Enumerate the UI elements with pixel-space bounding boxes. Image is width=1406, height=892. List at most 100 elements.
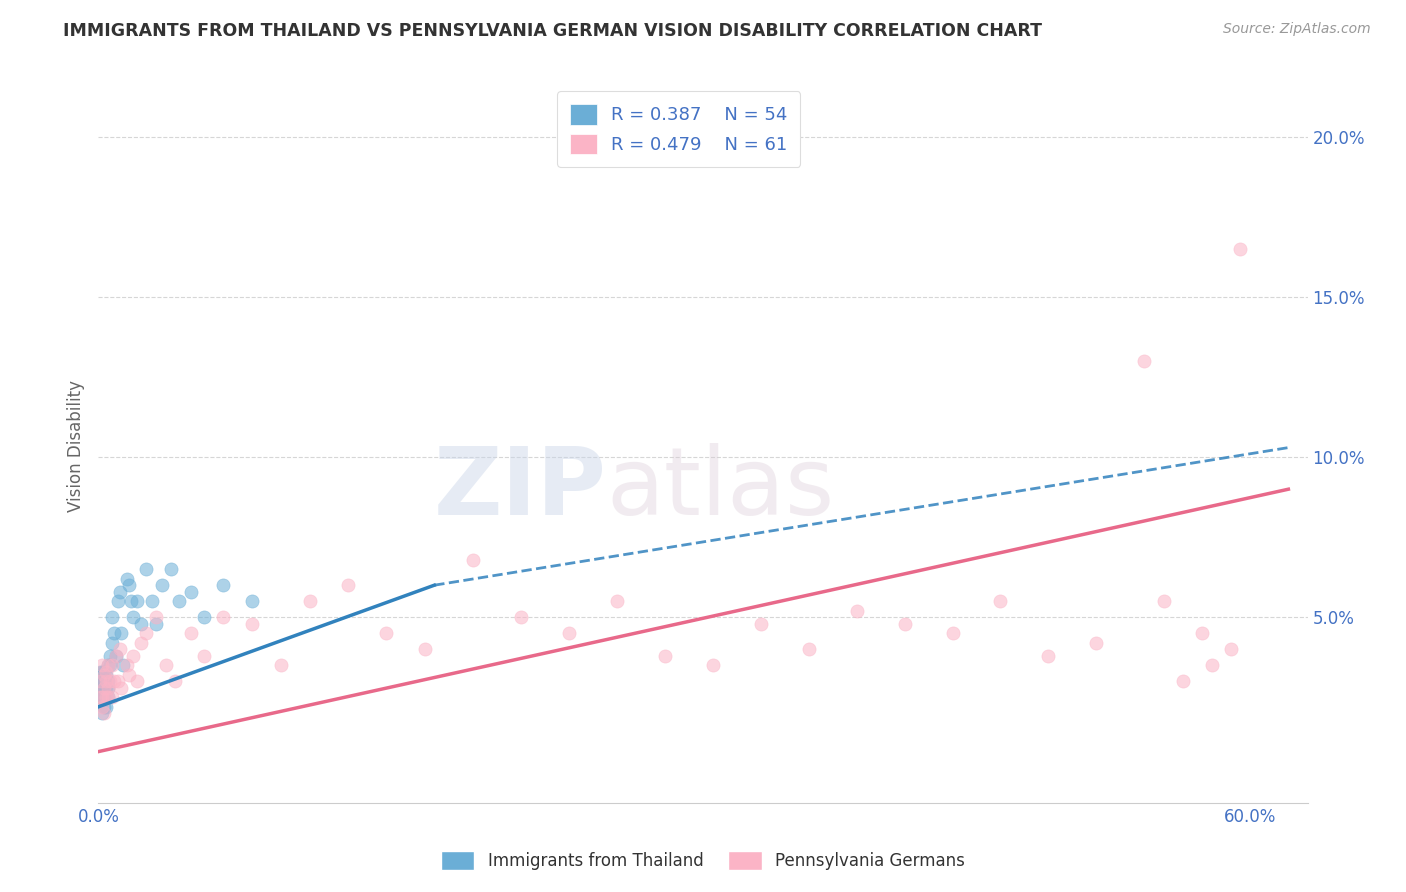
Text: atlas: atlas bbox=[606, 442, 835, 535]
Point bbox=[129, 616, 152, 631]
Point bbox=[193, 648, 215, 663]
Point bbox=[212, 610, 235, 624]
Point bbox=[91, 690, 114, 705]
Text: IMMIGRANTS FROM THAILAND VS PENNSYLVANIA GERMAN VISION DISABILITY CORRELATION CH: IMMIGRANTS FROM THAILAND VS PENNSYLVANIA… bbox=[63, 22, 1042, 40]
Point bbox=[509, 610, 531, 624]
Point bbox=[702, 658, 724, 673]
Point bbox=[91, 658, 114, 673]
Point bbox=[461, 552, 484, 566]
Point bbox=[110, 681, 132, 695]
Point bbox=[107, 594, 129, 608]
Point bbox=[93, 674, 115, 689]
Point bbox=[1153, 594, 1175, 608]
Point bbox=[941, 626, 963, 640]
Point bbox=[990, 594, 1012, 608]
Point bbox=[101, 690, 124, 705]
Point bbox=[89, 681, 111, 695]
Point bbox=[135, 562, 157, 576]
Point bbox=[155, 658, 177, 673]
Point bbox=[797, 642, 820, 657]
Point bbox=[270, 658, 292, 673]
Point bbox=[193, 610, 215, 624]
Point bbox=[91, 706, 114, 721]
Point bbox=[101, 658, 124, 673]
Point bbox=[94, 674, 117, 689]
Point bbox=[89, 674, 111, 689]
Point bbox=[97, 658, 120, 673]
Point bbox=[91, 690, 114, 705]
Point bbox=[91, 690, 114, 705]
Point bbox=[1085, 636, 1108, 650]
Point bbox=[101, 610, 124, 624]
Point bbox=[91, 674, 114, 689]
Point bbox=[98, 648, 121, 663]
Point bbox=[145, 616, 167, 631]
Point bbox=[97, 681, 120, 695]
Point bbox=[413, 642, 436, 657]
Point bbox=[94, 690, 117, 705]
Point bbox=[150, 578, 173, 592]
Point bbox=[122, 610, 145, 624]
Point bbox=[94, 699, 117, 714]
Point bbox=[103, 674, 125, 689]
Point bbox=[93, 681, 115, 695]
Point bbox=[893, 616, 915, 631]
Point bbox=[94, 674, 117, 689]
Point bbox=[120, 594, 142, 608]
Point bbox=[104, 648, 127, 663]
Point bbox=[97, 690, 120, 705]
Point bbox=[167, 594, 190, 608]
Point bbox=[118, 668, 141, 682]
Legend: R = 0.387    N = 54, R = 0.479    N = 61: R = 0.387 N = 54, R = 0.479 N = 61 bbox=[557, 91, 800, 167]
Point bbox=[103, 626, 125, 640]
Point bbox=[93, 681, 115, 695]
Point bbox=[112, 658, 135, 673]
Point bbox=[91, 681, 114, 695]
Point bbox=[94, 681, 117, 695]
Point bbox=[606, 594, 628, 608]
Point bbox=[97, 658, 120, 673]
Y-axis label: Vision Disability: Vision Disability bbox=[66, 380, 84, 512]
Point bbox=[93, 681, 115, 695]
Point bbox=[108, 642, 131, 657]
Point bbox=[1171, 674, 1194, 689]
Point bbox=[108, 584, 131, 599]
Point bbox=[845, 604, 868, 618]
Point bbox=[145, 610, 167, 624]
Point bbox=[1191, 626, 1213, 640]
Point bbox=[101, 636, 124, 650]
Legend: Immigrants from Thailand, Pennsylvania Germans: Immigrants from Thailand, Pennsylvania G… bbox=[434, 844, 972, 877]
Point bbox=[93, 665, 115, 679]
Point bbox=[654, 648, 676, 663]
Point bbox=[557, 626, 579, 640]
Point bbox=[160, 562, 183, 576]
Point bbox=[93, 690, 115, 705]
Point bbox=[125, 594, 148, 608]
Point bbox=[89, 665, 111, 679]
Point bbox=[104, 648, 127, 663]
Point bbox=[97, 674, 120, 689]
Point bbox=[115, 572, 138, 586]
Point bbox=[749, 616, 772, 631]
Point bbox=[94, 668, 117, 682]
Point bbox=[165, 674, 187, 689]
Point bbox=[1219, 642, 1241, 657]
Point bbox=[115, 658, 138, 673]
Point bbox=[1201, 658, 1223, 673]
Text: Source: ZipAtlas.com: Source: ZipAtlas.com bbox=[1223, 22, 1371, 37]
Point bbox=[110, 626, 132, 640]
Point bbox=[240, 616, 263, 631]
Point bbox=[336, 578, 359, 592]
Point bbox=[93, 706, 115, 721]
Point bbox=[89, 690, 111, 705]
Point bbox=[122, 648, 145, 663]
Point bbox=[240, 594, 263, 608]
Point bbox=[1038, 648, 1060, 663]
Point bbox=[94, 690, 117, 705]
Point bbox=[1229, 242, 1251, 256]
Point bbox=[180, 584, 202, 599]
Point bbox=[89, 690, 111, 705]
Point bbox=[98, 674, 121, 689]
Point bbox=[98, 658, 121, 673]
Point bbox=[89, 690, 111, 705]
